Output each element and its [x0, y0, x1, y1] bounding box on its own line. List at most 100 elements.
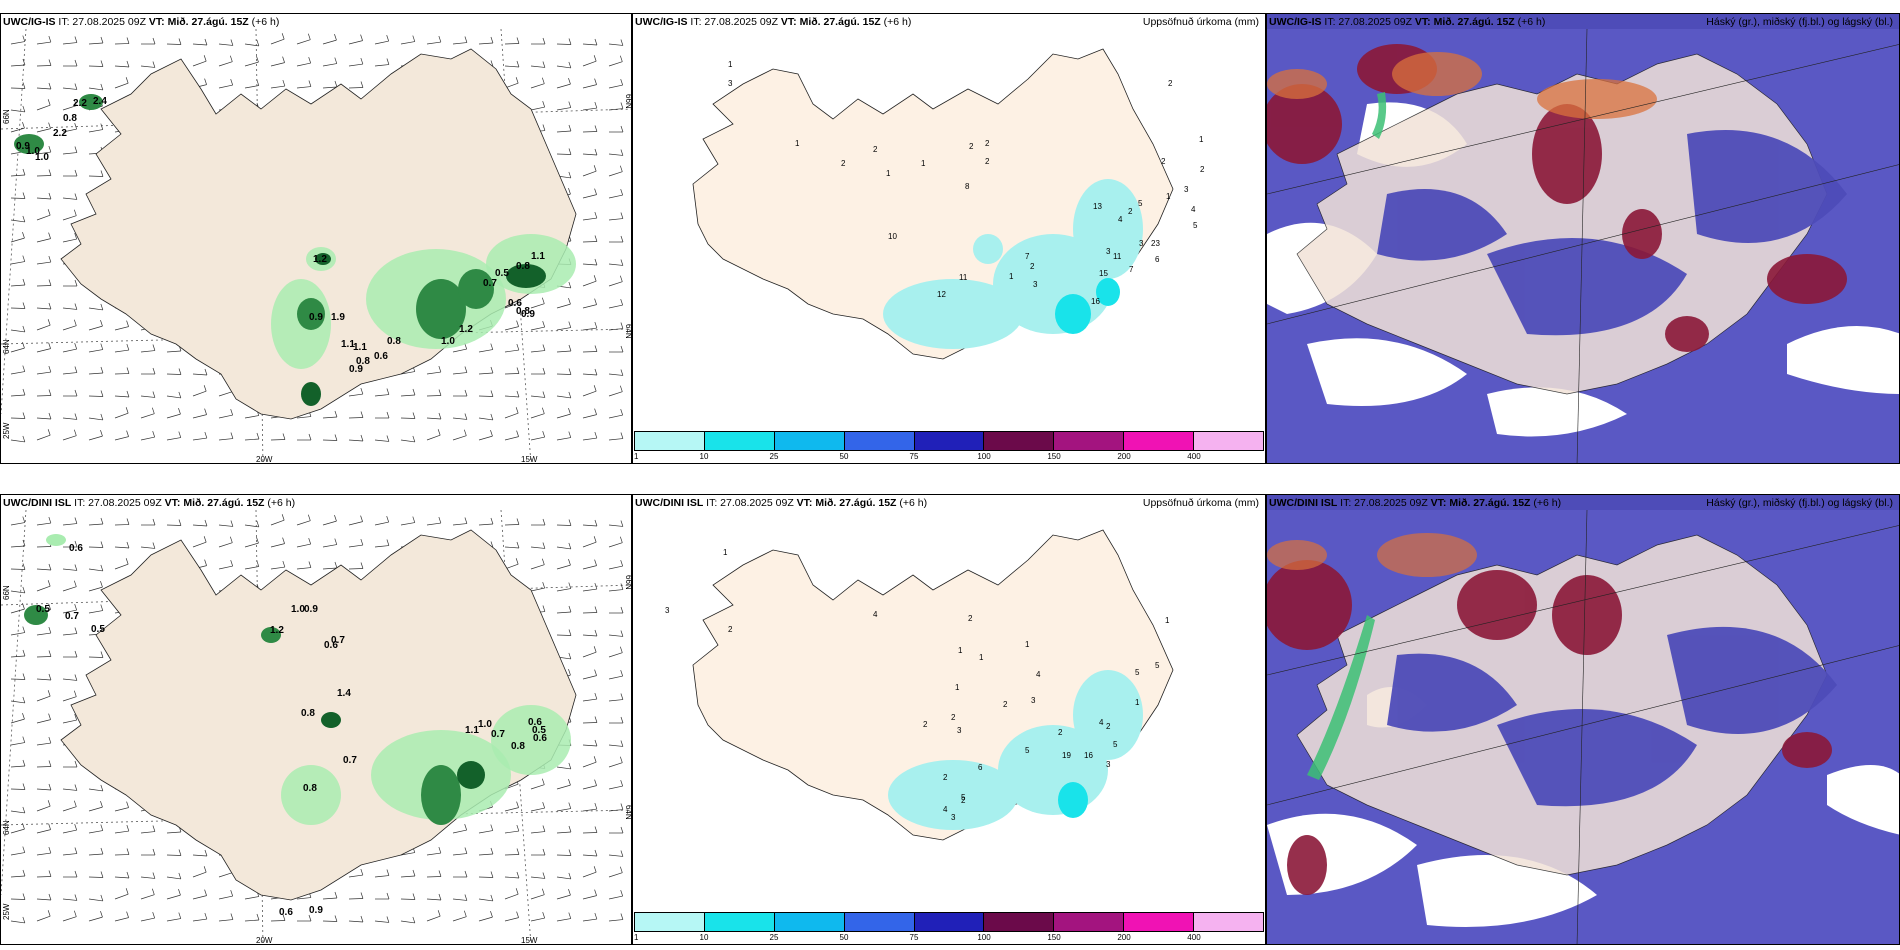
wind-barb: [608, 171, 623, 177]
colorbar-swatch: [1054, 913, 1125, 931]
wind-barb-flag: [22, 278, 26, 286]
wind-barb-flag: [230, 889, 234, 897]
wind-barb-flag: [594, 125, 598, 132]
colorbar-tick: 75: [909, 452, 919, 461]
wind-barb-flag: [594, 298, 597, 305]
colorbar-tick: 1: [634, 933, 639, 942]
wind-barb-flag: [568, 825, 572, 833]
colorbar-tick: 25: [769, 933, 779, 942]
wind-barb-flag: [73, 910, 77, 917]
wind-barb: [582, 217, 597, 221]
wind-barb-flag: [22, 783, 26, 790]
wind-barb: [530, 413, 545, 419]
wind-barb-flag: [22, 82, 26, 89]
wind-barb: [10, 590, 25, 594]
precip-value-label: 1.0: [35, 152, 49, 163]
wind-barb-flag: [542, 848, 546, 856]
wind-barb-flag: [152, 518, 156, 526]
wind-barb-flag: [541, 297, 545, 304]
colorbar-tick: 200: [1117, 452, 1131, 461]
wind-barb: [608, 194, 623, 199]
wind-barb-flag: [152, 367, 156, 375]
wind-barb-flag: [178, 38, 182, 45]
wind-barb: [62, 435, 77, 441]
wind-barb-flag: [152, 37, 156, 45]
wind-barb: [192, 414, 207, 419]
wind-barb: [452, 523, 467, 526]
wind-barb: [218, 542, 233, 548]
wind-barb: [36, 915, 51, 922]
wind-barb-flag: [73, 690, 77, 697]
wind-barb: [140, 350, 155, 353]
wind-barb-flag: [22, 215, 26, 223]
wind-barb-flag: [593, 55, 597, 62]
wind-barb: [452, 435, 467, 441]
panel-bot-right: UWC/DINI ISL IT: 27.08.2025 09Z VT: Mið.…: [1266, 494, 1900, 945]
wind-barb-flag: [541, 77, 545, 84]
wind-barb-flag: [22, 673, 26, 680]
wind-barb: [582, 785, 597, 790]
precip-total-label: 3: [1106, 760, 1111, 769]
wind-barb-flag: [593, 536, 597, 543]
wind-barb-flag: [74, 650, 78, 658]
wind-barb: [62, 829, 77, 834]
precip-value-label: 0.6: [508, 298, 522, 309]
wind-barb: [608, 43, 623, 46]
wind-barb-flag: [593, 756, 597, 763]
wind-barb-flag: [47, 429, 51, 436]
precip-value-label: 0.9: [309, 312, 323, 323]
wind-barb: [530, 303, 545, 309]
precip-total-label: 2: [841, 159, 846, 168]
wind-barb: [478, 372, 493, 375]
wind-barb: [244, 542, 259, 548]
precip-value-label: 0.5: [532, 725, 546, 736]
wind-barb: [244, 438, 259, 441]
precip-value-label: 1.1: [341, 339, 355, 350]
wind-barb-flag: [48, 783, 52, 791]
wind-barb-flag: [74, 389, 78, 397]
precip-total-label: 5: [1135, 668, 1140, 677]
wind-barb: [322, 567, 337, 570]
wind-barb: [374, 875, 389, 878]
wind-barb-flag: [620, 432, 624, 439]
wind-barb-flag: [515, 407, 519, 414]
wind-barb-flag: [490, 517, 494, 525]
wind-barb: [374, 920, 389, 923]
precip-areas: [888, 670, 1143, 830]
wind-barb: [530, 436, 545, 441]
wind-barb: [504, 349, 519, 353]
wind-barb: [374, 64, 389, 67]
wind-barb-flag: [22, 869, 26, 877]
wind-barb-flag: [308, 537, 312, 545]
precip-total-label: 3: [951, 813, 956, 822]
colorbar-swatch: [704, 432, 775, 450]
precip-total-label: 1: [1135, 698, 1140, 707]
wind-barb: [62, 372, 77, 375]
wind-barb: [36, 87, 51, 90]
wind-barb: [296, 520, 311, 526]
precip-total-label: 3: [1184, 185, 1189, 194]
wind-barb: [10, 920, 25, 924]
cloud-cover-map: [1267, 28, 1899, 463]
precip-total-label: 3: [665, 606, 670, 615]
wind-barb: [140, 917, 155, 922]
wind-barb-flag: [568, 78, 571, 85]
wind-barb-flag: [22, 603, 25, 610]
wind-barb-flag: [463, 429, 467, 436]
wind-barb-flag: [620, 669, 624, 677]
wind-barb: [530, 65, 545, 68]
wind-barb: [10, 875, 25, 878]
wind-barb: [556, 766, 571, 770]
wind-barb-flag: [74, 784, 78, 791]
precip-value-label: 0.6: [324, 640, 338, 651]
wind-barb-flag: [568, 61, 572, 69]
wind-barb-flag: [594, 211, 598, 219]
wind-barb: [10, 828, 25, 834]
panel-bot-left: UWC/DINI ISL IT: 27.08.2025 09Z VT: Mið.…: [0, 494, 632, 945]
wind-barb-flag: [204, 368, 208, 376]
wind-barb: [296, 543, 311, 548]
panel-top-left: UWC/IG-IS IT: 27.08.2025 09Z VT: Mið. 27…: [0, 13, 632, 464]
wind-barb-flag: [542, 391, 546, 398]
wind-barb: [608, 785, 623, 790]
wind-barb-flag: [100, 366, 104, 374]
